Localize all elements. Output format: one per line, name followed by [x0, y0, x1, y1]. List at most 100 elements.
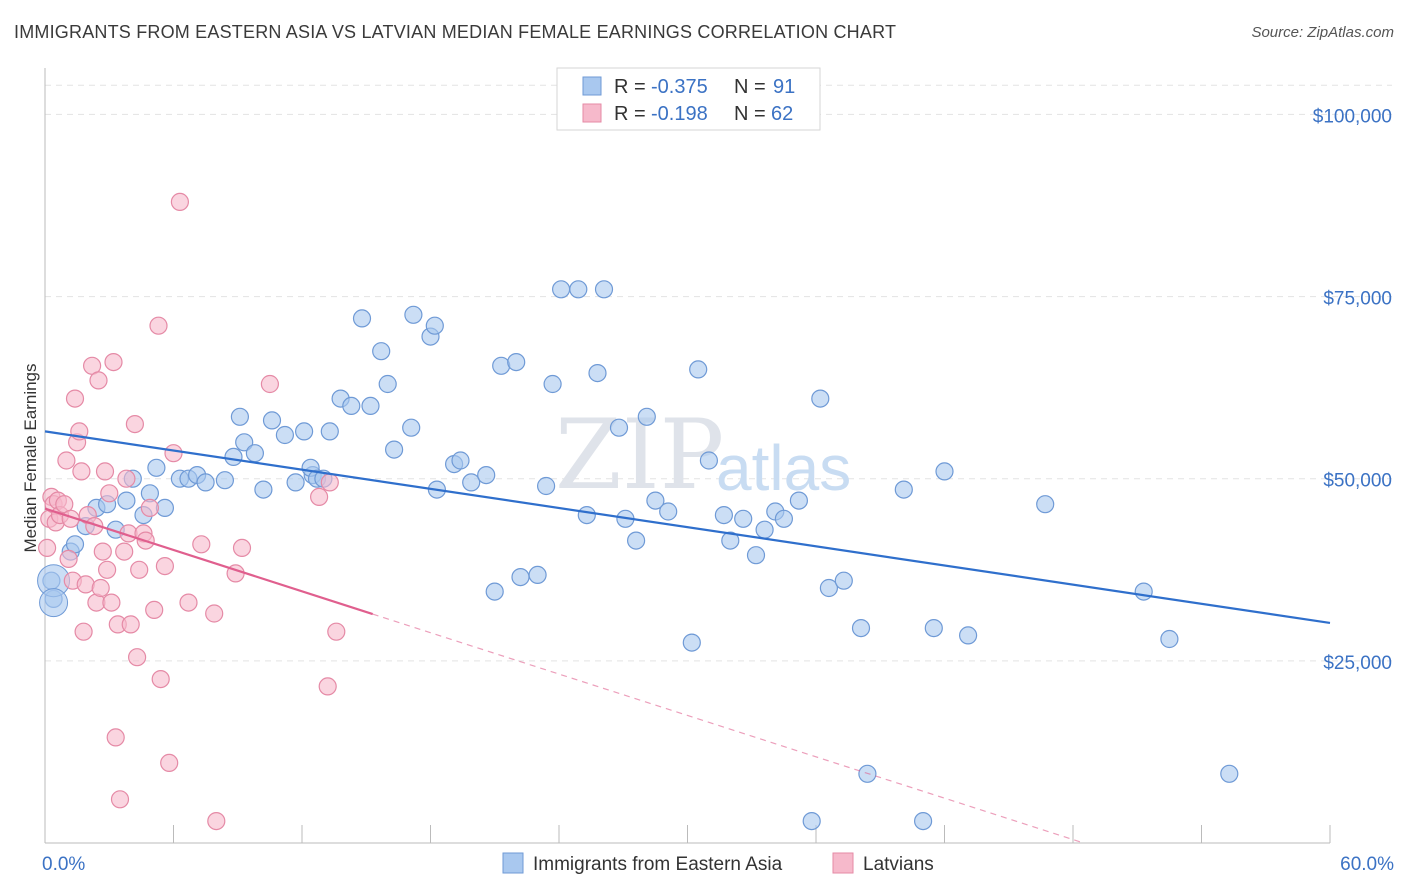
point-latvian-44 [149, 316, 168, 335]
x-tick-label-max: 60.0% [1340, 854, 1394, 875]
point-eastern-asia-64 [637, 407, 656, 426]
point-eastern-asia-72 [734, 509, 753, 528]
point-latvian-24 [93, 542, 112, 561]
point-latvian-59 [318, 677, 337, 696]
point-latvian-34 [117, 469, 136, 488]
point-eastern-asia-38 [385, 440, 404, 459]
point-eastern-asia-68 [689, 360, 708, 379]
point-eastern-asia-43 [425, 316, 444, 335]
point-latvian-12 [65, 389, 85, 408]
point-eastern-asia-82 [851, 618, 871, 638]
point-eastern-asia-70 [714, 505, 734, 525]
point-latvian-17 [76, 575, 95, 594]
y-tick-label-2: $75,000 [1323, 289, 1392, 310]
trend-lines [44, 430, 1331, 844]
series-latvians-points [37, 192, 346, 831]
y-tick-label-1: $50,000 [1323, 471, 1392, 492]
point-eastern-asia-24 [262, 411, 282, 430]
bottom-legend-swatch-a [502, 852, 524, 874]
point-eastern-asia-51 [507, 353, 526, 372]
y-tick-labels: $25,000 $50,000 $75,000 $100,000 [1313, 106, 1392, 673]
point-eastern-asia-53 [528, 565, 547, 585]
point-latvian-33 [115, 542, 134, 561]
bottom-legend-swatch-b [832, 852, 854, 874]
point-eastern-asia-81 [834, 571, 853, 590]
series-legend: Immigrants from Eastern Asia Latvians [502, 852, 934, 875]
point-eastern-asia-47 [462, 473, 481, 492]
point-latvian-58 [320, 473, 339, 492]
point-eastern-asia-76 [774, 509, 794, 528]
point-latvian-47 [160, 753, 179, 773]
point-eastern-asia-35 [352, 309, 372, 328]
point-eastern-asia-79 [811, 389, 830, 408]
point-latvian-52 [205, 604, 224, 623]
legend-r-value-a: -0.375 [651, 76, 708, 98]
point-latvian-42 [140, 498, 159, 517]
y-axis-label: Median Female Earnings [21, 364, 40, 553]
trend-line-extension-latvians [372, 613, 1084, 844]
point-latvian-36 [121, 615, 140, 634]
point-eastern-asia-69 [699, 451, 719, 470]
axes [44, 68, 1331, 844]
source-label: Source: ZipAtlas.com [1251, 24, 1394, 41]
point-eastern-asia-49 [485, 582, 504, 601]
legend-swatch-b [582, 103, 602, 123]
point-eastern-asia-74 [755, 520, 774, 539]
point-eastern-asia-89 [1036, 495, 1055, 514]
point-eastern-asia-20 [235, 433, 254, 452]
point-eastern-asia-37 [378, 374, 397, 394]
point-eastern-asia-large-2 [39, 588, 69, 618]
point-eastern-asia-65 [646, 491, 665, 510]
bottom-legend-label-b: Latvians [863, 854, 934, 875]
point-eastern-asia-63 [626, 531, 646, 550]
point-eastern-asia-86 [924, 618, 943, 638]
point-latvian-9 [59, 549, 78, 569]
legend-n-label-a: N = [734, 76, 766, 98]
point-eastern-asia-22 [230, 407, 249, 426]
point-latvian-45 [151, 669, 170, 689]
point-eastern-asia-73 [746, 546, 766, 565]
point-latvian-49 [170, 192, 189, 211]
point-eastern-asia-60 [594, 280, 614, 299]
point-latvian-22 [89, 371, 108, 390]
point-eastern-asia-80 [819, 578, 839, 598]
point-eastern-asia-8 [117, 491, 136, 510]
legend-swatch-a [582, 76, 602, 96]
point-eastern-asia-50 [492, 356, 511, 375]
point-eastern-asia-61 [609, 418, 629, 437]
point-eastern-asia-87 [935, 462, 954, 481]
point-latvian-55 [232, 538, 252, 558]
point-eastern-asia-46 [451, 451, 470, 470]
point-eastern-asia-19 [224, 447, 243, 466]
point-latvian-26 [97, 560, 117, 579]
point-eastern-asia-55 [543, 374, 562, 394]
point-eastern-asia-32 [320, 422, 339, 441]
legend-r-label-b: R = [614, 103, 646, 125]
point-eastern-asia-88 [958, 626, 978, 645]
trend-line-eastern-asia [44, 430, 1331, 625]
correlation-legend: R = -0.375 N = 91 R = -0.198 N = 62 [556, 67, 821, 131]
point-latvian-56 [260, 374, 279, 394]
point-eastern-asia-27 [295, 422, 314, 441]
point-latvian-23 [91, 578, 110, 598]
point-eastern-asia-84 [894, 480, 913, 499]
point-eastern-asia-92 [1220, 764, 1239, 783]
point-eastern-asia-58 [577, 505, 596, 525]
point-latvian-8 [57, 451, 76, 470]
point-latvian-38 [128, 648, 147, 667]
point-latvian-60 [327, 622, 346, 641]
point-eastern-asia-21 [245, 444, 264, 463]
point-eastern-asia-34 [342, 396, 361, 415]
point-eastern-asia-17 [196, 473, 215, 492]
legend-n-value-a: 91 [773, 76, 795, 98]
series-immigrants-eastern-asia-points [37, 280, 1239, 831]
point-latvian-25 [95, 462, 115, 481]
point-eastern-asia-52 [511, 567, 530, 587]
point-latvian-46 [155, 556, 174, 576]
point-eastern-asia-54 [536, 476, 556, 496]
point-latvian-30 [106, 728, 125, 747]
point-latvian-15 [72, 462, 91, 481]
point-latvian-43 [145, 600, 164, 620]
legend-r-label-a: R = [614, 76, 646, 98]
